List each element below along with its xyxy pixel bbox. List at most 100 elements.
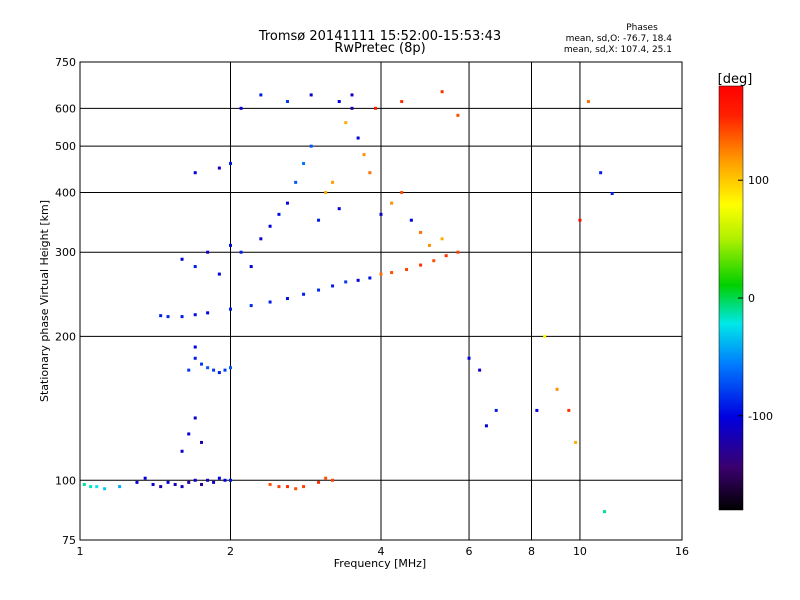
data-point [259,93,263,97]
data-point [456,113,460,117]
data-point [317,288,321,292]
x-axis-label: Frequency [MHz] [334,557,426,570]
data-point [229,161,232,165]
data-point [419,230,423,234]
y-tick-label: 200 [55,330,76,343]
data-point [405,268,409,272]
data-point [362,153,366,157]
data-point [484,424,488,428]
data-point [599,171,603,175]
data-point [180,257,184,261]
data-point [268,224,272,228]
data-point [456,250,460,254]
data-point [82,482,86,486]
data-point [166,315,170,319]
data-point [217,476,221,480]
data-point [440,90,444,94]
x-tick-label: 10 [573,545,587,558]
data-point [223,368,227,372]
data-points [82,90,614,514]
data-point [229,366,232,370]
data-point [400,100,404,104]
data-point [337,207,341,211]
y-axis-ticks: 75 100 200 300 400 500 600 750 [55,56,76,547]
data-point [229,478,232,482]
data-point [432,259,436,263]
data-point [586,100,590,104]
data-point [285,485,289,489]
colorbar-tick-label: 100 [748,174,769,187]
data-point [409,218,413,222]
data-point [268,300,272,304]
data-point [400,190,404,194]
data-point [567,408,571,412]
phase-info-x: mean, sd,X: 107.4, 25.1 [564,45,672,55]
x-tick-label: 16 [675,545,689,558]
phase-info-o: mean, sd,O: -76.7, 18.4 [566,34,673,44]
data-point [193,345,197,349]
data-point [331,478,335,482]
data-point [337,100,341,104]
x-tick-label: 6 [466,545,473,558]
data-point [535,408,539,412]
data-point [309,93,313,97]
x-tick-label: 8 [528,545,535,558]
data-point [95,485,99,489]
data-point [173,482,177,486]
y-tick-label: 600 [55,102,76,115]
data-point [223,478,227,482]
data-point [187,480,191,484]
data-point [206,311,210,315]
data-point [478,368,482,372]
data-point [356,278,360,282]
data-point [200,362,204,366]
data-point [467,356,471,360]
y-axis-label: Stationary phase Virtual Height [km] [38,200,51,402]
data-point [143,476,147,480]
data-point [217,272,221,276]
data-point [187,368,191,372]
colorbar-label: [deg] [718,72,753,87]
data-point [294,487,298,491]
data-point [610,192,614,196]
data-point [379,272,383,276]
data-point [249,265,253,269]
data-point [374,106,378,110]
data-point [331,180,335,184]
data-point [193,356,197,360]
data-point [89,485,93,489]
colorbar-tick-label: -100 [748,410,773,423]
data-point [166,480,170,484]
data-point [217,371,221,375]
data-point [200,440,204,444]
data-point [193,416,197,420]
data-point [249,304,253,308]
data-point [368,276,372,280]
data-point [193,478,197,482]
data-point [350,106,354,110]
data-point [302,161,306,165]
data-point [324,476,328,480]
data-point [206,250,210,254]
data-point [440,237,444,241]
data-point [427,243,431,247]
y-tick-label: 750 [55,56,76,69]
data-point [103,487,107,491]
data-point [390,201,394,205]
data-point [212,368,216,372]
x-axis-ticks: 1 2 4 6 8 10 16 [77,545,690,558]
data-point [206,366,210,370]
data-point [285,201,289,205]
data-point [193,265,197,269]
data-point [135,480,139,484]
y-tick-label: 100 [55,474,76,487]
colorbar-tick-label: 0 [748,292,755,305]
y-tick-label: 300 [55,246,76,259]
data-point [379,212,383,216]
plot-area [79,61,683,541]
colorbar-ticks: 100 0 -100 [738,174,773,423]
grid [80,62,682,540]
data-point [187,432,191,436]
data-point [494,408,498,412]
data-point [193,171,197,175]
